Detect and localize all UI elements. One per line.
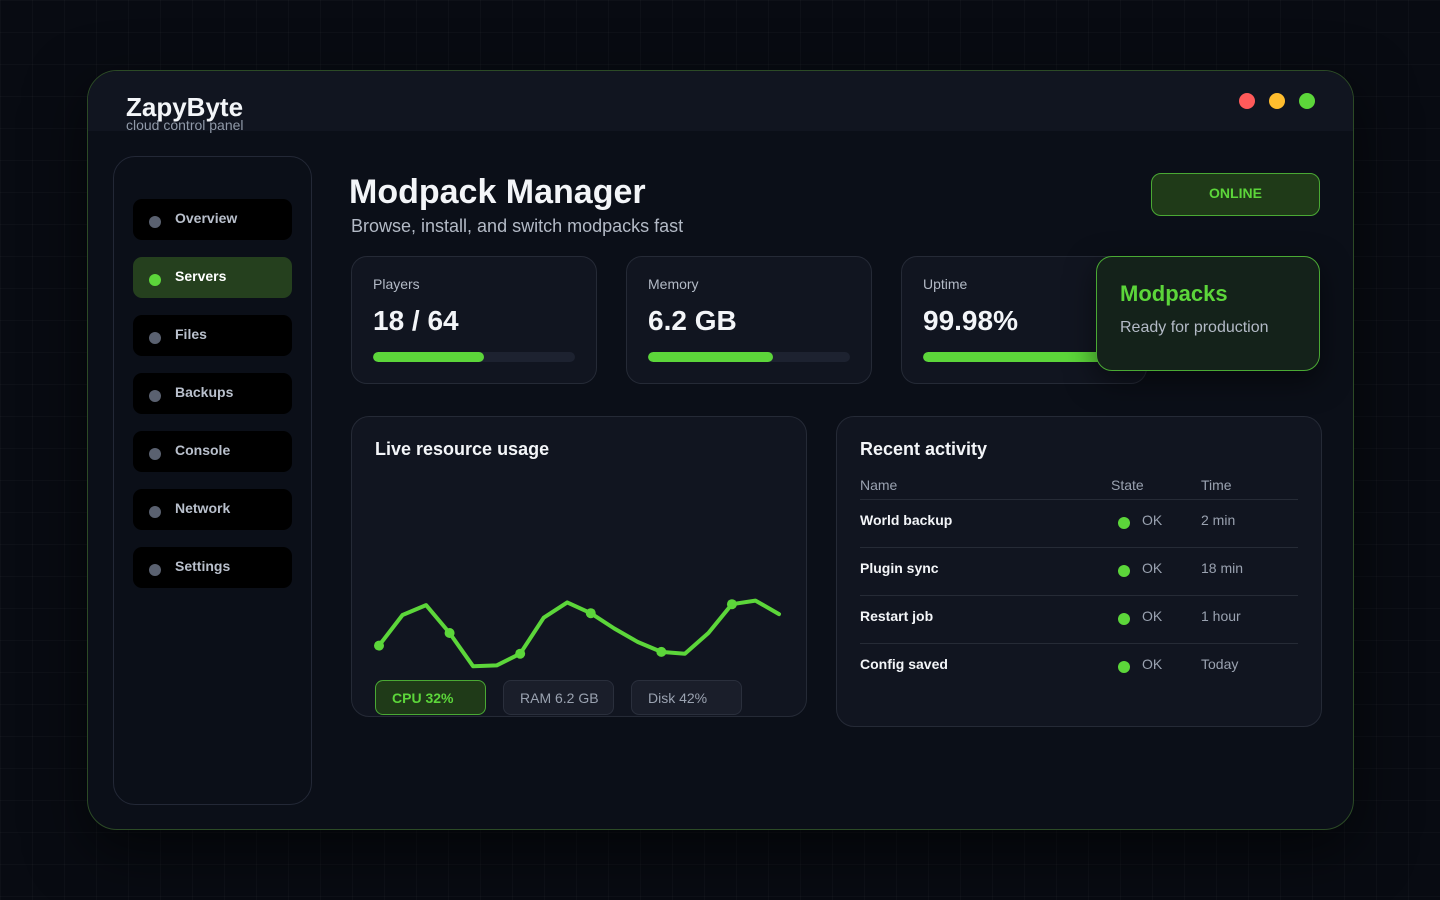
- chip-ram[interactable]: RAM 6.2 GB: [503, 680, 614, 715]
- activity-table: Name State Time World backup OK 2 min Pl…: [860, 477, 1298, 692]
- status-dot-icon: [149, 505, 161, 518]
- data-point[interactable]: [585, 608, 596, 619]
- sidebar-item-network[interactable]: Network: [133, 489, 292, 530]
- data-point[interactable]: [374, 640, 384, 651]
- stat-value: 6.2 GB: [648, 305, 737, 336]
- status-dot-icon: [149, 331, 161, 344]
- column-header-time: Time: [1201, 477, 1232, 493]
- recent-activity-panel: Recent activity Name State Time World ba…: [836, 416, 1322, 727]
- status-dot-icon: [149, 389, 161, 402]
- stat-label: Uptime: [923, 276, 968, 292]
- brand-subtitle: cloud control panel: [126, 117, 244, 133]
- sidebar-item-backups[interactable]: Backups: [133, 373, 292, 414]
- panel-title: Live resource usage: [375, 439, 550, 459]
- stat-label: Players: [373, 276, 420, 292]
- sidebar-item-files[interactable]: Files: [133, 315, 292, 356]
- status-dot-icon: [149, 447, 161, 460]
- status-dot-icon: [149, 273, 161, 286]
- sidebar-item-servers[interactable]: Servers: [133, 257, 292, 298]
- panel-title: Recent activity: [860, 439, 988, 459]
- page-subtitle: Browse, install, and switch modpacks fas…: [351, 216, 684, 236]
- row-time: 18 min: [1201, 560, 1244, 576]
- usage-line-chart: [374, 598, 781, 669]
- sidebar-item-label: Backups: [175, 383, 234, 400]
- ok-status-icon: [1118, 517, 1130, 529]
- row-time: Today: [1201, 656, 1239, 672]
- table-row[interactable]: Restart job OK 1 hour: [860, 596, 1298, 644]
- column-header-name: Name: [860, 477, 898, 493]
- sidebar-item-label: Console: [175, 441, 231, 458]
- ok-status-icon: [1118, 565, 1130, 577]
- progress-track: [373, 352, 575, 362]
- sidebar-item-label: Servers: [175, 267, 227, 284]
- sidebar-item-overview[interactable]: Overview: [133, 199, 292, 240]
- stat-value: 99.98%: [923, 305, 1018, 336]
- minimize-window-button[interactable]: [1269, 93, 1285, 109]
- data-point[interactable]: [656, 646, 667, 657]
- server-status-button[interactable]: ONLINE: [1151, 173, 1320, 216]
- stat-value: 18 / 64: [373, 305, 459, 336]
- row-time: 1 hour: [1201, 608, 1241, 624]
- chip-cpu[interactable]: CPU 32%: [375, 680, 486, 715]
- stat-card-memory: Memory 6.2 GB: [626, 256, 872, 384]
- resource-usage-panel: Live resource usage CPU 32% RAM 6.2 GB D…: [351, 416, 807, 717]
- close-window-button[interactable]: [1239, 93, 1255, 109]
- data-point[interactable]: [726, 599, 737, 610]
- page-title: Modpack Manager: [349, 173, 646, 211]
- maximize-window-button[interactable]: [1299, 93, 1315, 109]
- chip-disk[interactable]: Disk 42%: [631, 680, 742, 715]
- series-line: [377, 598, 781, 669]
- row-name: World backup: [860, 512, 953, 528]
- window-controls: [1239, 93, 1315, 109]
- sidebar-item-label: Settings: [175, 557, 231, 574]
- brand-name: ZapyByte: [126, 92, 244, 122]
- ok-status-icon: [1118, 661, 1130, 673]
- callout-title: Modpacks: [1120, 281, 1228, 306]
- data-point[interactable]: [515, 648, 526, 659]
- progress-fill: [373, 352, 485, 362]
- table-row[interactable]: Config saved OK Today: [860, 644, 1298, 692]
- data-point[interactable]: [444, 628, 455, 638]
- status-dot-icon: [149, 563, 161, 576]
- sidebar-item-console[interactable]: Console: [133, 431, 292, 472]
- progress-track: [648, 352, 850, 362]
- sidebar: Overview Servers Files Backups Console N…: [113, 156, 312, 805]
- row-state: OK: [1142, 608, 1163, 624]
- sidebar-item-label: Network: [175, 499, 231, 516]
- stat-card-players: Players 18 / 64: [351, 256, 597, 384]
- app-window: ZapyByte cloud control panel Overview Se…: [87, 70, 1354, 830]
- progress-fill: [923, 352, 1125, 362]
- modpacks-callout[interactable]: Modpacks Ready for production: [1096, 256, 1320, 371]
- row-time: 2 min: [1201, 512, 1236, 528]
- stat-label: Memory: [648, 276, 699, 292]
- sidebar-item-label: Files: [175, 325, 207, 342]
- progress-track: [923, 352, 1125, 362]
- title-bar: ZapyByte cloud control panel: [88, 71, 1353, 133]
- sidebar-item-settings[interactable]: Settings: [133, 547, 292, 588]
- sidebar-item-label: Overview: [175, 209, 238, 226]
- status-dot-icon: [149, 215, 161, 228]
- row-state: OK: [1142, 560, 1163, 576]
- table-header: Name State Time: [860, 477, 1298, 500]
- row-state: OK: [1142, 656, 1163, 672]
- row-name: Config saved: [860, 656, 948, 672]
- ok-status-icon: [1118, 613, 1130, 625]
- progress-fill: [648, 352, 774, 362]
- brand: ZapyByte cloud control panel: [126, 92, 244, 133]
- table-row[interactable]: World backup OK 2 min: [860, 500, 1298, 548]
- row-name: Restart job: [860, 608, 934, 624]
- row-name: Plugin sync: [860, 560, 939, 576]
- callout-subtitle: Ready for production: [1120, 319, 1269, 336]
- row-state: OK: [1142, 512, 1163, 528]
- table-row[interactable]: Plugin sync OK 18 min: [860, 548, 1298, 596]
- column-header-state: State: [1111, 477, 1144, 493]
